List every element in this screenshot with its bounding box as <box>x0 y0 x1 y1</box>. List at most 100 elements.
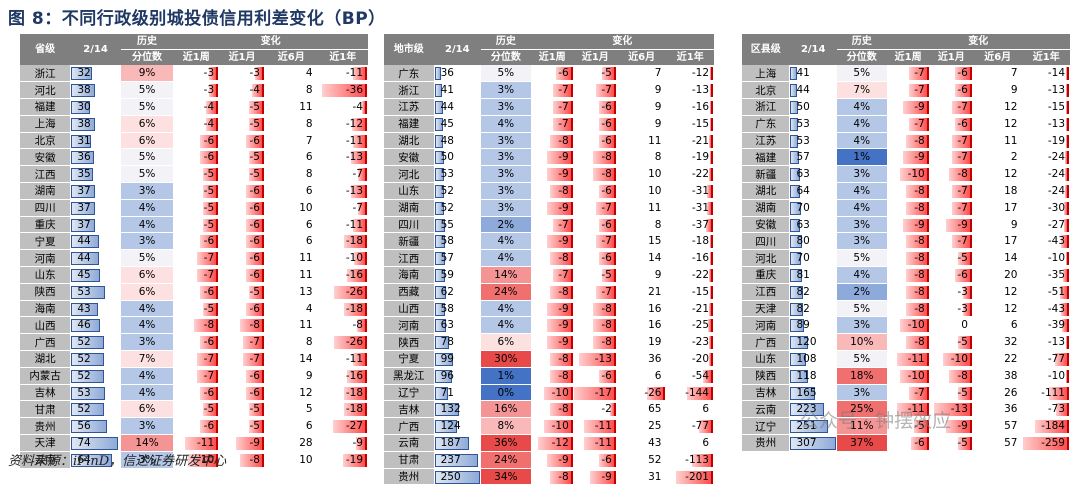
change-cell: -8 <box>886 182 930 200</box>
change-cell: -4 <box>173 98 220 116</box>
table-row: 湖南 37 3% -5 -6 6 -13 <box>20 182 368 200</box>
figure-title: 图 8：不同行政级别城投债信用利差变化（BP） <box>8 9 386 29</box>
table-row: 山东 108 5% -11 -10 22 -77 <box>742 350 1070 368</box>
table-row: 西藏 62 24% -8 -7 21 -15 <box>384 283 714 301</box>
change-cell: 9 <box>264 367 318 385</box>
percentile-cell: 4% <box>836 182 887 200</box>
change-cell: -6 <box>173 417 220 436</box>
change-cell: -5 <box>219 115 265 133</box>
change-cell: -7 <box>573 81 617 100</box>
change-cell: -6 <box>573 115 617 133</box>
change-cell: -113 <box>666 451 714 469</box>
percentile-cell: 6% <box>120 400 174 419</box>
col-header-6m: 近6月 <box>264 49 318 65</box>
percentile-cell: 4% <box>836 266 887 284</box>
percentile-cell: 4% <box>120 216 174 234</box>
table-row: 浙江 41 3% -7 -7 9 -13 <box>384 81 714 100</box>
table-row: 广西 120 10% -8 -5 32 -13 <box>742 333 1070 352</box>
table-row: 湖南 52 3% -9 -7 11 -31 <box>384 199 714 217</box>
change-cell: -7 <box>317 165 368 184</box>
source-note: 资料来源：iFinD，信达证券研发中心 <box>8 454 227 469</box>
change-cell: -22 <box>666 266 714 284</box>
change-cell: -6 <box>573 182 617 200</box>
col-header-1w: 近1周 <box>173 49 220 65</box>
change-cell: -27 <box>1022 216 1070 234</box>
change-cell: 11 <box>264 98 318 116</box>
change-cell: 21 <box>616 283 667 301</box>
spread-level: 118 <box>789 367 837 385</box>
change-cell: -8 <box>886 300 930 318</box>
region-name: 山东 <box>20 266 71 284</box>
change-cell: -24 <box>1022 182 1070 200</box>
change-cell: 57 <box>972 417 1023 436</box>
region-name: 江西 <box>20 165 71 184</box>
table-row: 陕西 78 6% -9 -8 19 -23 <box>384 333 714 352</box>
change-cell: 12 <box>972 283 1023 301</box>
spread-level: 53 <box>70 384 121 402</box>
spread-level: 165 <box>789 384 837 402</box>
percentile-cell: 3% <box>836 232 887 251</box>
col-header-change: 变化 <box>530 34 714 50</box>
change-cell: -23 <box>666 333 714 352</box>
change-cell: 12 <box>972 115 1023 133</box>
change-cell: -11 <box>317 216 368 234</box>
table-row: 辽宁 71 0% -10 -17 -26 -144 <box>384 384 714 402</box>
change-cell: -11 <box>173 434 220 452</box>
change-cell: -8 <box>219 451 265 469</box>
change-cell: 6 <box>264 182 318 200</box>
change-cell: 11 <box>264 249 318 268</box>
change-cell: 13 <box>264 283 318 301</box>
change-cell: -4 <box>173 115 220 133</box>
col-header-hist: 历史 <box>481 34 531 50</box>
change-cell: -7 <box>173 266 220 284</box>
region-name: 江苏 <box>384 98 434 116</box>
table-row: 北京 31 6% -6 -6 7 -11 <box>20 132 368 150</box>
region-name: 安徽 <box>384 148 434 167</box>
change-cell: -10 <box>929 350 973 368</box>
region-name: 甘肃 <box>384 451 434 469</box>
change-cell: -7 <box>573 232 617 251</box>
change-cell: 14 <box>972 249 1023 268</box>
percentile-cell: 2% <box>481 216 531 234</box>
change-cell: -9 <box>929 417 973 436</box>
spread-level: 70 <box>789 249 837 268</box>
change-cell: -6 <box>219 199 265 217</box>
change-cell: -25 <box>666 316 714 335</box>
col-header-1m: 近1月 <box>929 49 973 65</box>
change-cell: 10 <box>616 165 667 184</box>
percentile-cell: 1% <box>836 148 887 167</box>
change-cell: -6 <box>219 232 265 251</box>
change-cell: -8 <box>219 316 265 335</box>
spread-level: 44 <box>70 249 121 268</box>
change-cell: 19 <box>616 333 667 352</box>
change-cell: -18 <box>317 400 368 419</box>
change-cell: 12 <box>972 300 1023 318</box>
percentile-cell: 3% <box>120 417 174 436</box>
change-cell: -43 <box>1022 300 1070 318</box>
region-name: 湖南 <box>742 199 790 217</box>
change-cell: -19 <box>1022 132 1070 150</box>
change-cell: 8 <box>264 115 318 133</box>
region-name: 广西 <box>384 417 434 436</box>
change-cell: -36 <box>317 81 368 100</box>
change-cell: -26 <box>317 333 368 352</box>
spread-level: 52 <box>70 367 121 385</box>
spread-level: 57 <box>433 249 482 268</box>
spread-level: 81 <box>789 266 837 284</box>
region-name: 湖北 <box>384 132 434 150</box>
table-row: 广西 124 8% -10 -11 25 -77 <box>384 417 714 436</box>
change-cell: -7 <box>886 65 930 83</box>
table-row: 重庆 81 4% -8 -6 20 -35 <box>742 266 1070 284</box>
region-name: 黑龙江 <box>384 367 434 385</box>
table-row: 天津 74 14% -11 -9 28 -9 <box>20 434 368 452</box>
spread-level: 82 <box>789 300 837 318</box>
percentile-cell: 5% <box>836 65 887 83</box>
change-cell: 0 <box>929 316 973 335</box>
change-cell: -5 <box>173 165 220 184</box>
change-cell: 12 <box>264 384 318 402</box>
change-cell: -5 <box>219 400 265 419</box>
percentile-cell: 5% <box>120 249 174 268</box>
spread-level: 64 <box>70 451 121 469</box>
region-name: 吉林 <box>384 400 434 419</box>
table-row: 吉林 132 16% -8 -2 65 6 <box>384 400 714 419</box>
